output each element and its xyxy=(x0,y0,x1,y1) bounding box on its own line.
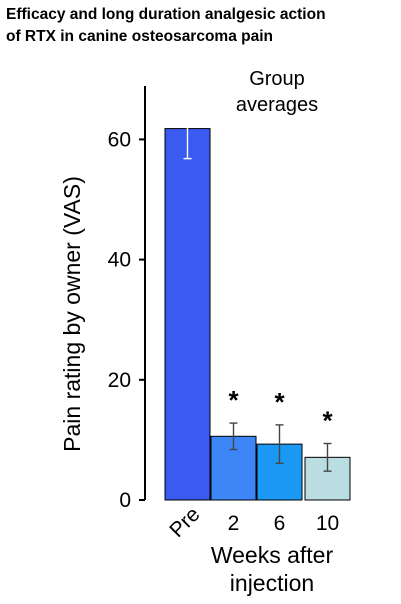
chart-title-line1: Efficacy and long duration analgesic act… xyxy=(6,6,326,23)
error-bar-10 xyxy=(323,442,332,472)
y-tick-label-60: 60 xyxy=(108,128,131,151)
annotation-line1: Group xyxy=(249,68,305,90)
y-tick-label-0: 0 xyxy=(119,489,131,512)
annotation-line2: averages xyxy=(236,94,318,116)
y-axis-label: Pain rating by owner (VAS) xyxy=(59,176,85,452)
bar-Pre xyxy=(164,128,211,501)
chart-marks: * * * xyxy=(164,97,351,501)
x-tick-label-6: 6 xyxy=(274,512,286,535)
significance-marker-10: * xyxy=(322,406,333,436)
error-bar-Pre xyxy=(183,97,192,160)
significance-marker-6: * xyxy=(274,387,285,417)
x-tick-label-2: 2 xyxy=(228,512,240,535)
chart-title-line2: of RTX in canine osteosarcoma pain xyxy=(6,28,274,45)
x-tick-label-Pre: Pre xyxy=(165,503,204,542)
chart-title: Efficacy and long duration analgesic act… xyxy=(6,4,398,48)
x-axis-label-line1: Weeks after xyxy=(211,542,334,568)
significance-marker-2: * xyxy=(228,385,239,415)
x-tick-label-10: 10 xyxy=(316,512,339,535)
error-bar-6 xyxy=(275,424,284,465)
x-axis-label-line2: injection xyxy=(230,570,314,596)
y-tick-label-20: 20 xyxy=(108,369,131,392)
error-bar-2 xyxy=(229,422,238,451)
y-ticks: 0 20 40 60 xyxy=(108,128,145,512)
x-ticks: Pre 2 6 10 xyxy=(165,503,339,542)
y-tick-label-40: 40 xyxy=(108,249,131,272)
